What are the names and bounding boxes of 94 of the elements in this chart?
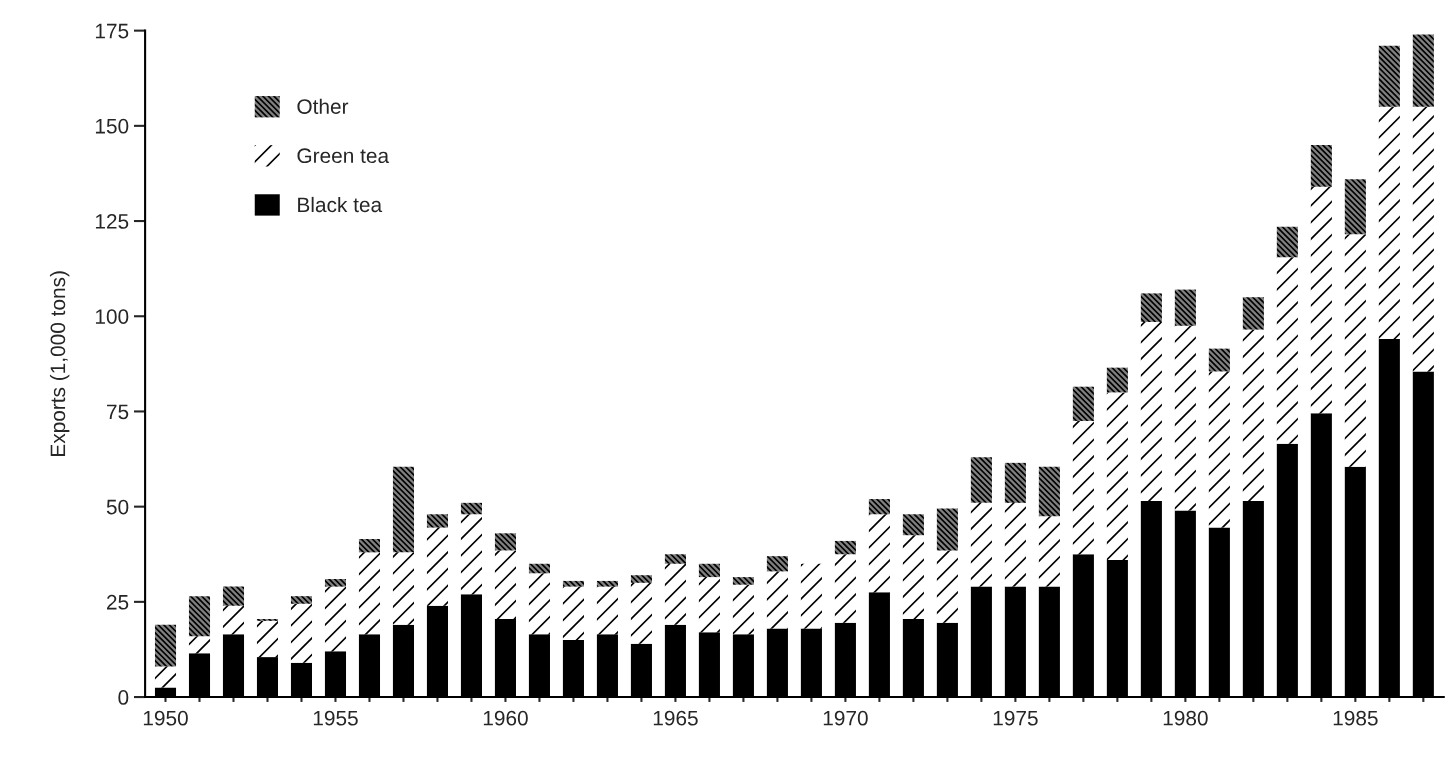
legend-label: Green tea <box>297 148 390 164</box>
bar <box>562 580 584 587</box>
bar <box>494 533 516 551</box>
bar <box>596 580 618 587</box>
bar <box>1344 234 1366 467</box>
x-tick-label: 1970 <box>823 710 868 726</box>
bar <box>1038 516 1060 587</box>
bar <box>392 552 415 625</box>
bar <box>426 514 448 528</box>
bar <box>562 586 584 640</box>
bar <box>426 527 448 606</box>
bar <box>1004 462 1026 503</box>
x-tick-label: 1975 <box>993 710 1038 726</box>
bar <box>766 556 788 572</box>
bar <box>766 571 788 629</box>
y-tick-label: 125 <box>95 214 129 229</box>
bar <box>222 605 245 635</box>
bar <box>1412 106 1434 372</box>
bar <box>868 499 890 515</box>
bar <box>868 514 890 593</box>
bar <box>630 575 652 583</box>
bar <box>732 577 754 585</box>
bar <box>1038 466 1060 517</box>
bar <box>1072 386 1094 421</box>
x-tick-label: 1985 <box>1333 710 1378 726</box>
bar <box>902 535 924 619</box>
bar <box>698 577 720 633</box>
bar <box>834 554 856 623</box>
bar <box>528 573 550 635</box>
bar <box>1208 348 1230 372</box>
bar <box>154 666 177 688</box>
bar <box>392 466 415 553</box>
bar <box>1140 293 1162 322</box>
bar <box>1174 289 1196 326</box>
bar <box>1174 325 1196 511</box>
bar <box>596 586 618 635</box>
bar <box>732 584 754 635</box>
bar <box>1208 371 1230 528</box>
bar <box>290 596 313 604</box>
bar <box>256 620 279 658</box>
bar <box>358 552 381 635</box>
bar <box>1310 144 1332 187</box>
bar <box>460 514 482 595</box>
bar <box>1276 257 1298 444</box>
bar <box>1242 329 1264 501</box>
y-axis-title: Exports (1,000 tons) <box>49 271 70 456</box>
bar <box>698 563 720 578</box>
bar <box>800 563 822 629</box>
x-tick-label: 1980 <box>1163 710 1208 726</box>
bar <box>834 540 856 555</box>
bar <box>664 554 686 564</box>
y-tick-label: 175 <box>95 23 129 39</box>
bar <box>1242 297 1264 330</box>
bar <box>494 550 516 619</box>
bar <box>1140 321 1162 501</box>
x-tick-label: 1950 <box>143 710 188 726</box>
y-tick-label: 0 <box>118 690 129 705</box>
y-tick-label: 150 <box>95 118 129 134</box>
bar <box>290 603 313 663</box>
bar <box>324 586 347 652</box>
legend-label: Black tea <box>298 196 383 213</box>
y-tick-label: 75 <box>107 404 129 420</box>
bar <box>188 596 211 637</box>
bar <box>970 502 992 587</box>
x-tick-label: 1960 <box>483 710 528 726</box>
y-tick-label: 25 <box>107 594 129 610</box>
bar <box>188 636 211 654</box>
legend-label: Other <box>297 98 349 114</box>
bar <box>1378 45 1400 107</box>
y-tick-label: 100 <box>95 309 129 324</box>
bar <box>1106 392 1128 560</box>
bar <box>528 563 550 574</box>
bar <box>970 457 992 503</box>
y-tick-label: 50 <box>106 499 129 515</box>
bar <box>460 502 482 515</box>
bar <box>1412 34 1434 107</box>
x-tick-label: 1965 <box>653 710 698 726</box>
bar <box>324 579 347 587</box>
bar <box>154 624 177 667</box>
bar <box>1276 226 1298 258</box>
bar <box>222 586 245 606</box>
bar <box>1004 502 1026 587</box>
bar <box>358 539 381 553</box>
bar <box>1310 186 1332 414</box>
x-tick-label: 1955 <box>313 710 358 726</box>
bar <box>936 508 958 551</box>
bar <box>1106 367 1128 393</box>
bar <box>902 514 924 536</box>
bar <box>1378 106 1400 340</box>
bar <box>1344 179 1366 235</box>
bar <box>630 582 652 644</box>
bar <box>936 550 958 623</box>
bar <box>664 563 686 625</box>
bar <box>1072 420 1094 555</box>
